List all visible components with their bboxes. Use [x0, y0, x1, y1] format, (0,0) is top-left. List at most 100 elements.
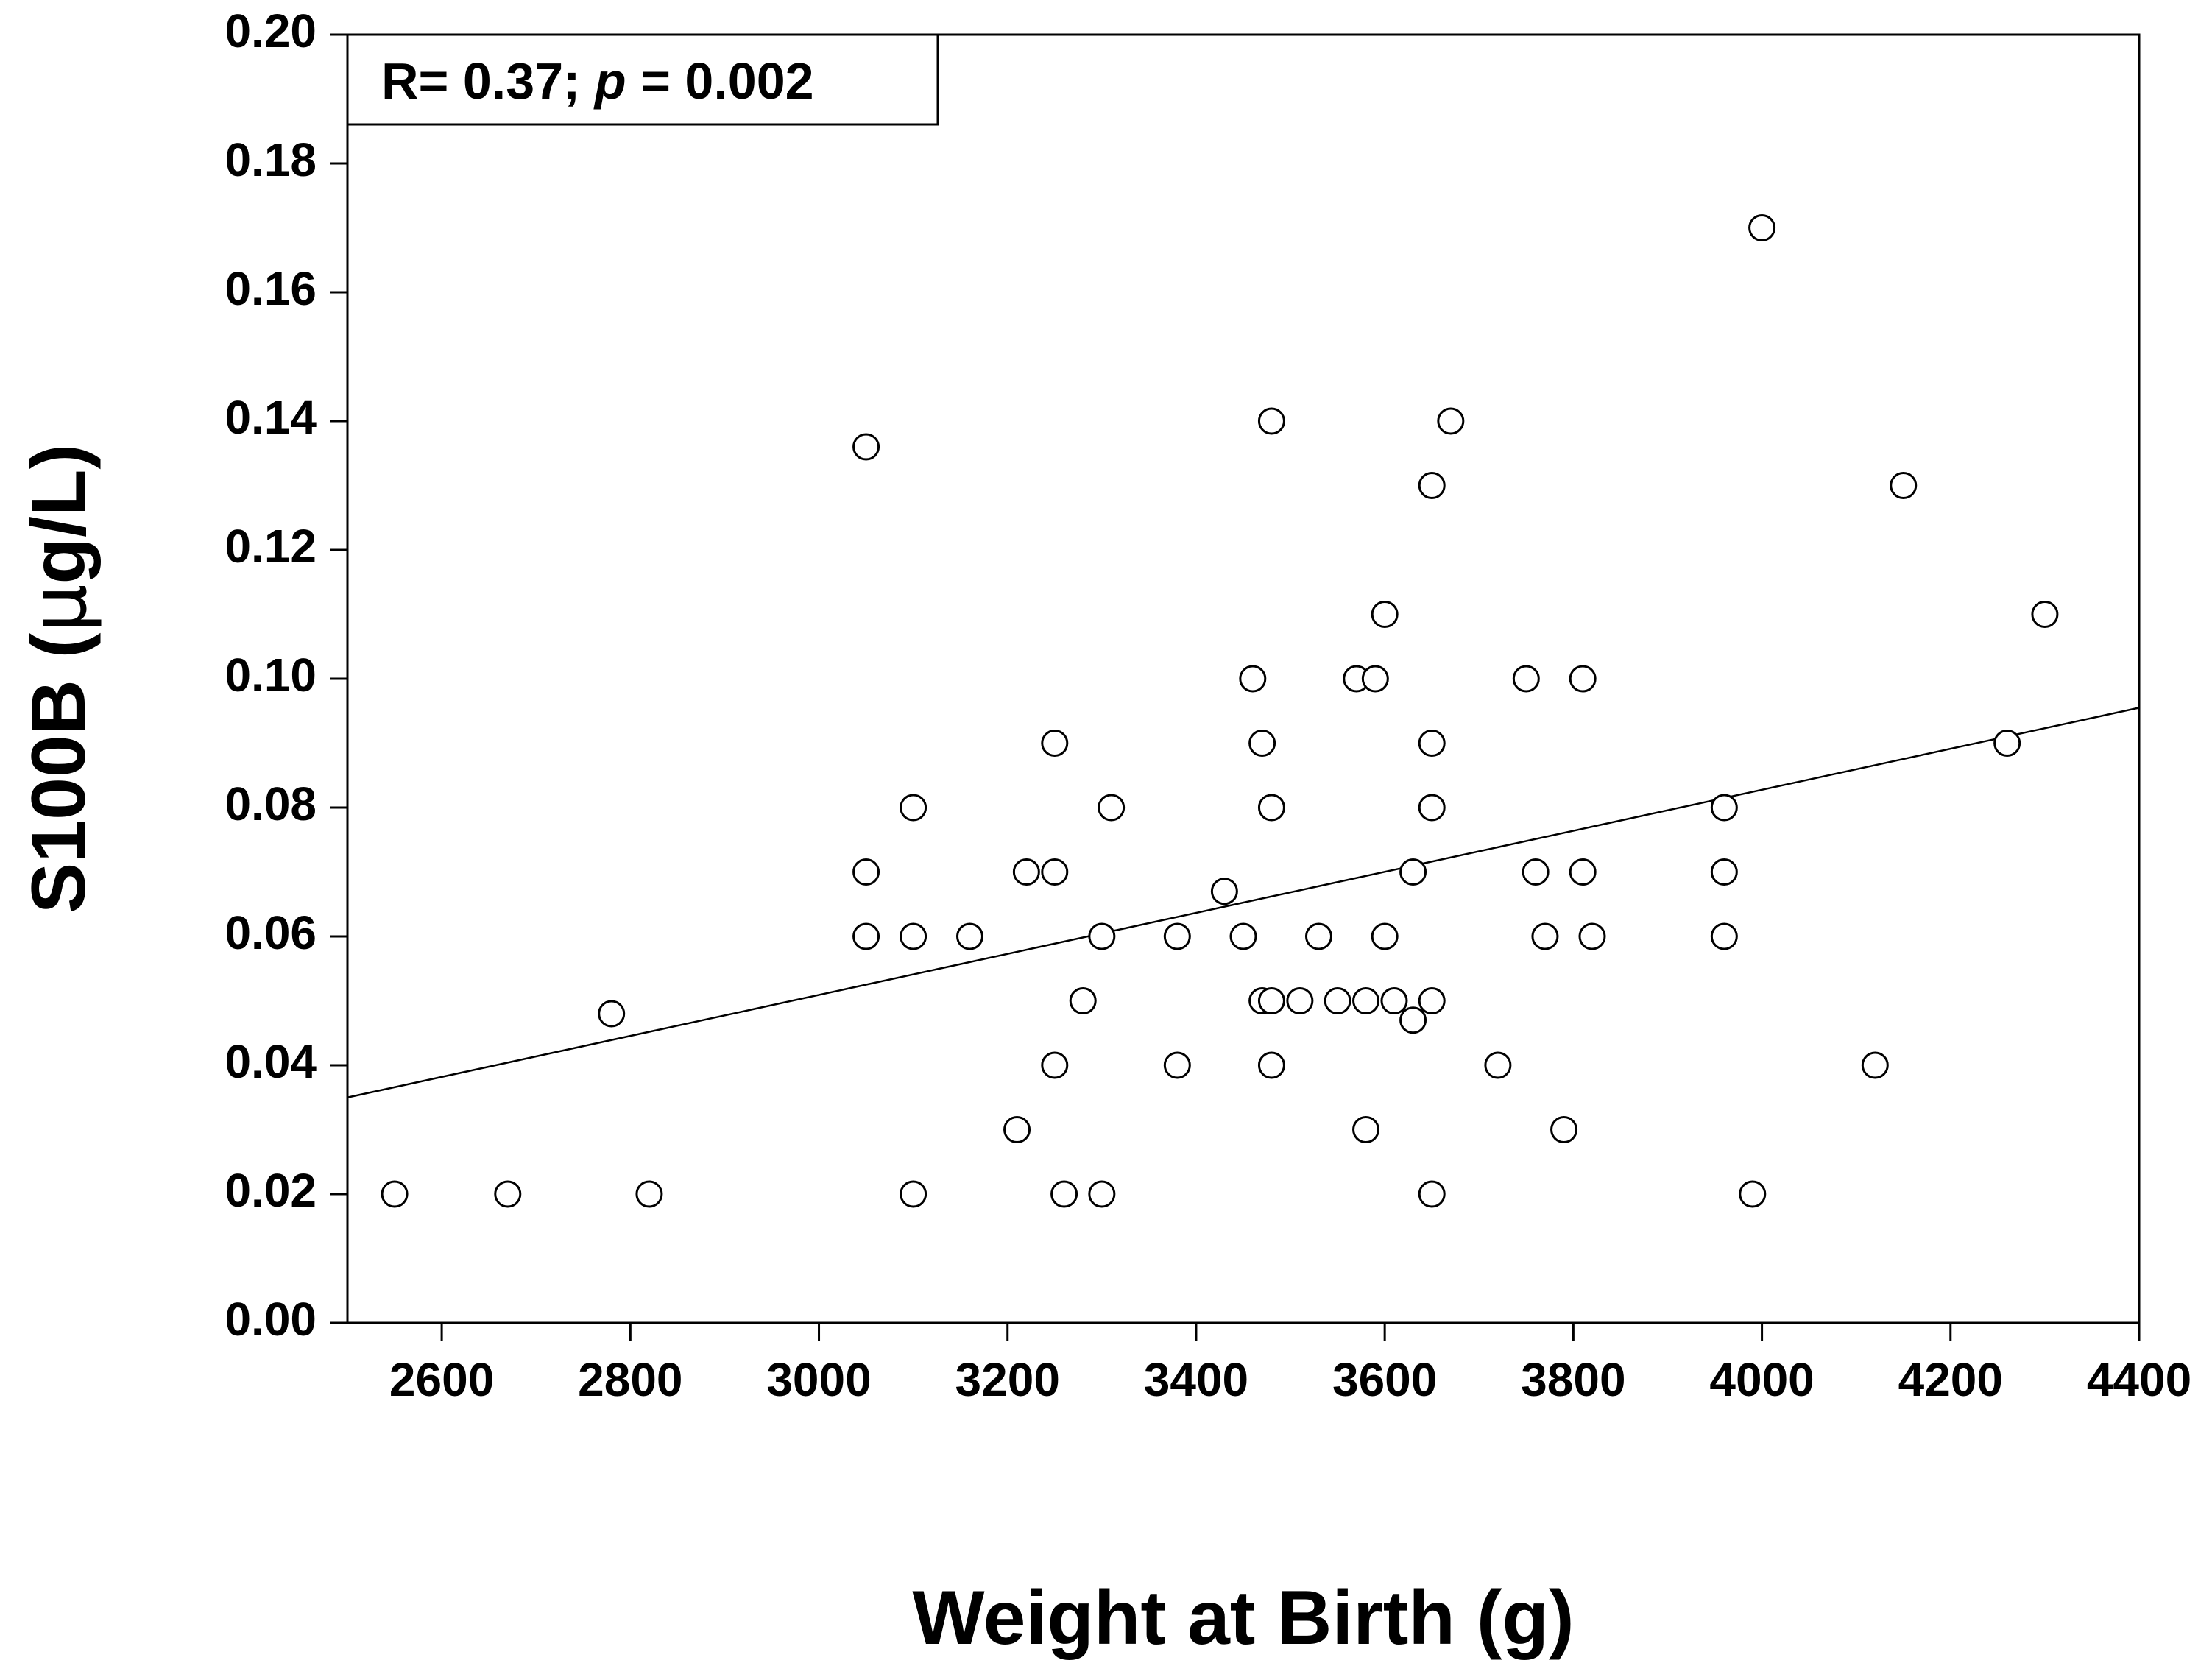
y-axis-title-rest: g/L) — [16, 444, 102, 585]
data-point — [494, 1180, 522, 1208]
y-axis: 0.00 0.02 0.04 0.06 0.08 0.10 0.12 0.14 0.16 0.18… — [225, 4, 347, 1346]
data-point — [1257, 1051, 1285, 1079]
data-point — [1710, 794, 1738, 822]
x-tick-label: 3000 — [766, 1353, 871, 1406]
data-point — [635, 1180, 663, 1208]
x-tick-label: 3600 — [1332, 1353, 1437, 1406]
data-point — [1861, 1051, 1889, 1079]
data-point — [1098, 794, 1126, 822]
x-tick-label: 4400 — [2087, 1353, 2191, 1406]
y-axis-title-prefix: S100B ( — [16, 632, 102, 914]
data-point — [900, 794, 927, 822]
data-point — [1739, 1180, 1767, 1208]
data-point — [1371, 601, 1399, 628]
y-tick-label: 0.06 — [225, 906, 317, 959]
y-tick-label: 0.16 — [225, 262, 317, 315]
data-point — [2031, 601, 2059, 628]
data-point — [1748, 214, 1776, 241]
data-point — [1418, 1180, 1446, 1208]
data-point — [900, 922, 927, 950]
data-point — [1352, 987, 1380, 1014]
data-point — [1371, 922, 1399, 950]
data-point — [1437, 407, 1465, 435]
data-point — [1248, 730, 1276, 757]
data-point — [381, 1180, 409, 1208]
data-points — [381, 214, 2059, 1208]
y-axis-title-mu: μ — [14, 584, 104, 632]
data-point — [1324, 987, 1351, 1014]
data-point — [1286, 987, 1314, 1014]
data-point — [1163, 922, 1191, 950]
x-axis: 2600 2800 3000 3200 3400 3600 3800 4000 4200 4400 — [389, 1323, 2191, 1406]
data-point — [852, 922, 880, 950]
x-tick-label: 3200 — [955, 1353, 1060, 1406]
data-point — [1993, 730, 2021, 757]
data-point — [852, 433, 880, 461]
data-point — [1012, 858, 1040, 886]
data-point — [1041, 730, 1069, 757]
data-point — [1050, 1180, 1078, 1208]
data-point — [1380, 987, 1408, 1014]
data-point — [1361, 665, 1389, 693]
data-point — [1003, 1116, 1031, 1143]
data-point — [1890, 472, 1918, 499]
annotation-suffix: = 0.002 — [626, 52, 814, 110]
regression-line — [347, 707, 2140, 1098]
data-point — [1512, 665, 1540, 693]
data-point — [1257, 407, 1285, 435]
y-tick-label: 0.02 — [225, 1164, 317, 1217]
data-point — [1257, 794, 1285, 822]
data-point — [1418, 730, 1446, 757]
data-point — [852, 858, 880, 886]
y-tick-label: 0.18 — [225, 133, 317, 186]
data-point — [598, 1000, 626, 1028]
y-tick-label: 0.14 — [225, 391, 317, 444]
annotation-p: p — [593, 52, 626, 110]
x-tick-label: 4200 — [1898, 1353, 2003, 1406]
data-point — [1531, 922, 1559, 950]
annotation-frame — [346, 33, 939, 126]
data-point — [955, 922, 983, 950]
y-tick-label: 0.12 — [225, 520, 317, 573]
y-tick-label: 0.00 — [225, 1293, 317, 1346]
data-point — [1569, 665, 1597, 693]
data-point — [1399, 858, 1427, 886]
data-point — [1069, 987, 1097, 1014]
data-point — [1710, 858, 1738, 886]
annotation-prefix: R= 0.37; — [381, 52, 595, 110]
data-point — [1484, 1051, 1512, 1079]
data-point — [1088, 922, 1116, 950]
data-point — [1418, 472, 1446, 499]
y-tick-label: 0.10 — [225, 649, 317, 702]
data-point — [1578, 922, 1606, 950]
data-point — [1239, 665, 1267, 693]
annotation-box: R= 0.37; p = 0.002 — [346, 33, 939, 126]
data-point — [1418, 794, 1446, 822]
y-tick-label: 0.20 — [225, 4, 317, 57]
x-axis-title: Weight at Birth (g) — [912, 1575, 1574, 1661]
data-point — [1710, 922, 1738, 950]
data-point — [1352, 1116, 1380, 1143]
y-tick-label: 0.04 — [225, 1035, 317, 1088]
data-point — [1399, 1006, 1427, 1034]
x-tick-label: 4000 — [1709, 1353, 1814, 1406]
x-tick-label: 3400 — [1144, 1353, 1248, 1406]
data-point — [1257, 987, 1285, 1014]
x-tick-label: 2600 — [389, 1353, 494, 1406]
data-point — [1163, 1051, 1191, 1079]
data-point — [1304, 922, 1332, 950]
data-point — [900, 1180, 927, 1208]
x-tick-label: 2800 — [578, 1353, 682, 1406]
x-tick-label: 3800 — [1521, 1353, 1625, 1406]
data-point — [1522, 858, 1550, 886]
data-point — [1210, 878, 1238, 905]
data-point — [1088, 1180, 1116, 1208]
y-axis-title: S100B (μg/L) — [14, 444, 104, 914]
y-tick-label: 0.08 — [225, 777, 317, 830]
data-point — [1041, 1051, 1069, 1079]
data-point — [1569, 858, 1597, 886]
data-point — [1418, 987, 1446, 1014]
data-point — [1550, 1116, 1578, 1143]
data-point — [1229, 922, 1257, 950]
